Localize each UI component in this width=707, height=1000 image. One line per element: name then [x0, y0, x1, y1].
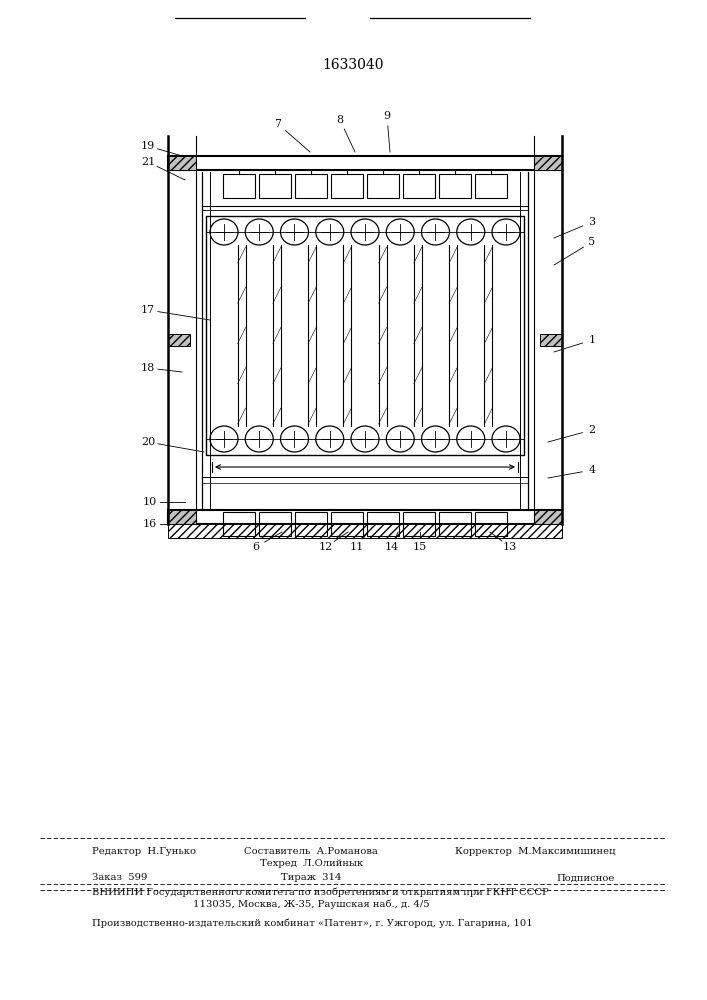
Bar [331, 512, 363, 536]
Bar [206, 216, 524, 455]
Text: 16: 16 [143, 519, 157, 529]
Text: 10: 10 [143, 497, 157, 507]
Text: Подписное: Подписное [556, 874, 615, 882]
Text: Тираж  314: Тираж 314 [281, 874, 341, 882]
Text: Заказ  599: Заказ 599 [92, 874, 147, 882]
Bar [223, 174, 255, 198]
Text: Производственно-издательский комбинат «Патент», г. Ужгород, ул. Гагарина, 101: Производственно-издательский комбинат «П… [92, 918, 532, 928]
Bar [403, 174, 435, 198]
Text: Составитель  А.Романова: Составитель А.Романова [244, 848, 378, 856]
Text: 13: 13 [503, 542, 517, 552]
Bar [534, 510, 562, 524]
Bar [168, 156, 196, 170]
Text: ВНИИПИ Государственного комитета по изобретениям и открытиям при ГКНТ СССР: ВНИИПИ Государственного комитета по изоб… [92, 887, 549, 897]
Bar [403, 512, 435, 536]
Bar [168, 510, 196, 524]
Text: 7: 7 [274, 119, 281, 129]
Bar [168, 524, 562, 538]
Text: 19: 19 [141, 141, 155, 151]
Text: Техред  Л.Олийнык: Техред Л.Олийнык [259, 859, 363, 868]
Bar [295, 174, 327, 198]
Bar [223, 512, 255, 536]
Bar [439, 512, 471, 536]
Text: 14: 14 [385, 542, 399, 552]
Bar [540, 334, 562, 346]
Bar [168, 334, 190, 346]
Text: 113035, Москва, Ж-35, Раушская наб., д. 4/5: 113035, Москва, Ж-35, Раушская наб., д. … [193, 899, 429, 909]
Bar [475, 174, 507, 198]
Text: 2: 2 [588, 425, 595, 435]
Bar [367, 512, 399, 536]
Text: 15: 15 [413, 542, 427, 552]
Text: 6: 6 [252, 542, 259, 552]
Bar [259, 512, 291, 536]
Text: 18: 18 [141, 363, 155, 373]
Bar [367, 174, 399, 198]
Text: 3: 3 [588, 217, 595, 227]
Bar [168, 510, 562, 524]
Text: 4: 4 [588, 465, 595, 475]
Bar [475, 512, 507, 536]
Bar [168, 156, 562, 170]
Bar [259, 174, 291, 198]
Text: 8: 8 [337, 115, 344, 125]
Text: 1633040: 1633040 [322, 58, 384, 72]
Bar [439, 174, 471, 198]
Bar [331, 174, 363, 198]
Bar [534, 156, 562, 170]
Text: 11: 11 [350, 542, 364, 552]
Text: Корректор  М.Максимишинец: Корректор М.Максимишинец [455, 848, 615, 856]
Text: 12: 12 [319, 542, 333, 552]
Text: 9: 9 [383, 111, 390, 121]
Text: 5: 5 [588, 237, 595, 247]
Text: 1: 1 [588, 335, 595, 345]
Text: 17: 17 [141, 305, 155, 315]
Text: Редактор  Н.Гунько: Редактор Н.Гунько [92, 848, 196, 856]
Text: 21: 21 [141, 157, 155, 167]
Bar [295, 512, 327, 536]
Text: 20: 20 [141, 437, 155, 447]
